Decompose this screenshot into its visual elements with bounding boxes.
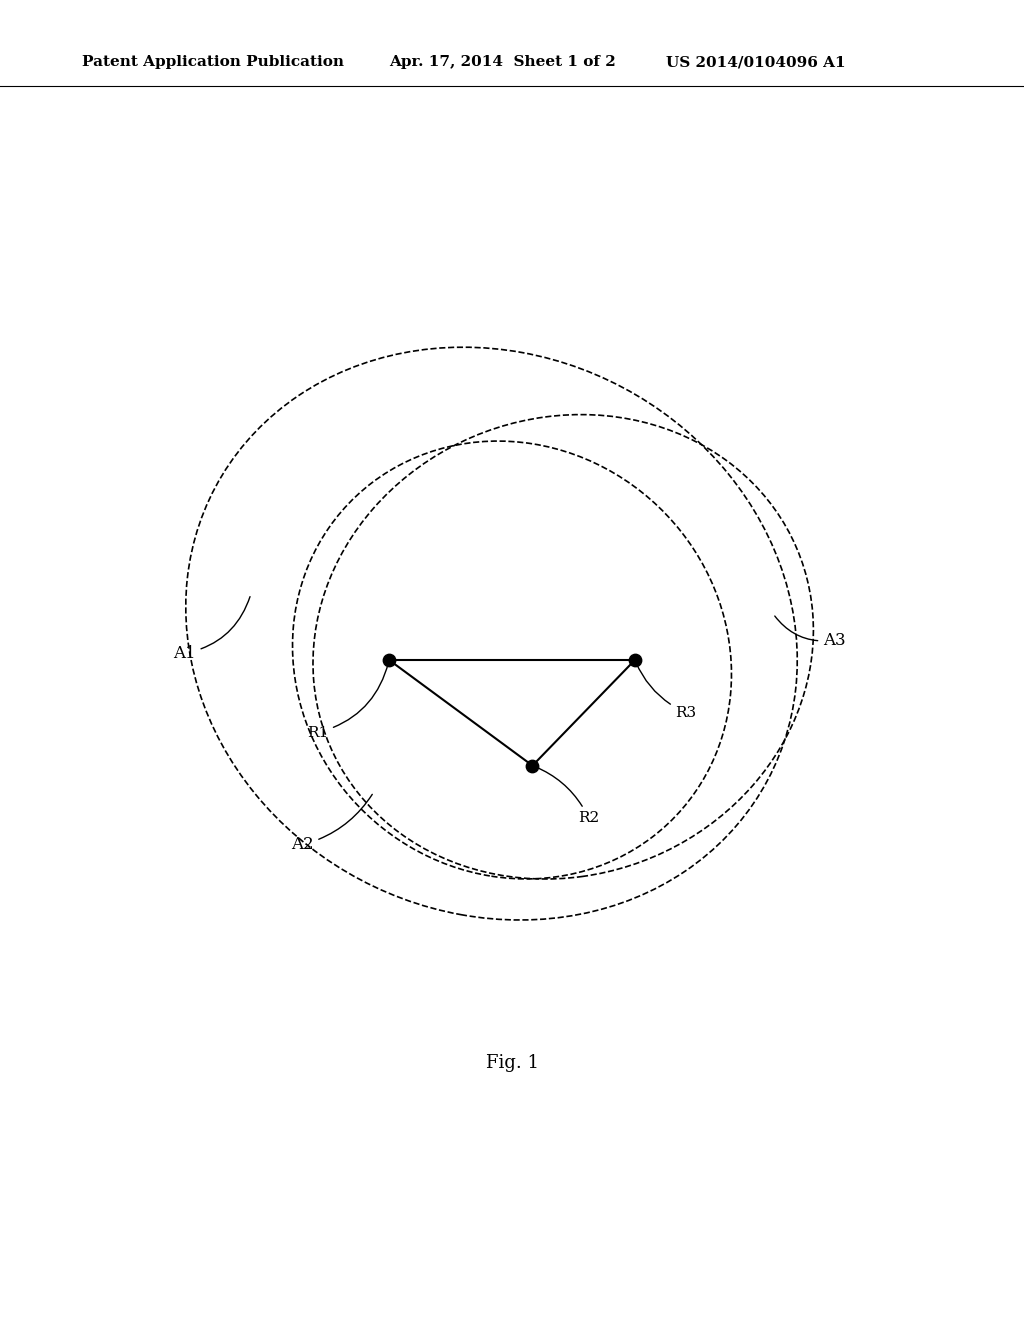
Text: R2: R2 — [536, 767, 599, 825]
Text: R3: R3 — [636, 663, 696, 719]
Text: Apr. 17, 2014  Sheet 1 of 2: Apr. 17, 2014 Sheet 1 of 2 — [389, 55, 615, 70]
Text: A2: A2 — [291, 795, 373, 853]
Point — [524, 755, 541, 776]
Text: US 2014/0104096 A1: US 2014/0104096 A1 — [666, 55, 845, 70]
Text: Patent Application Publication: Patent Application Publication — [82, 55, 344, 70]
Text: A1: A1 — [173, 597, 250, 661]
Text: R1: R1 — [307, 663, 388, 739]
Text: Fig. 1: Fig. 1 — [485, 1053, 539, 1072]
Point — [627, 649, 643, 671]
Point — [381, 649, 397, 671]
Text: A3: A3 — [775, 616, 846, 648]
